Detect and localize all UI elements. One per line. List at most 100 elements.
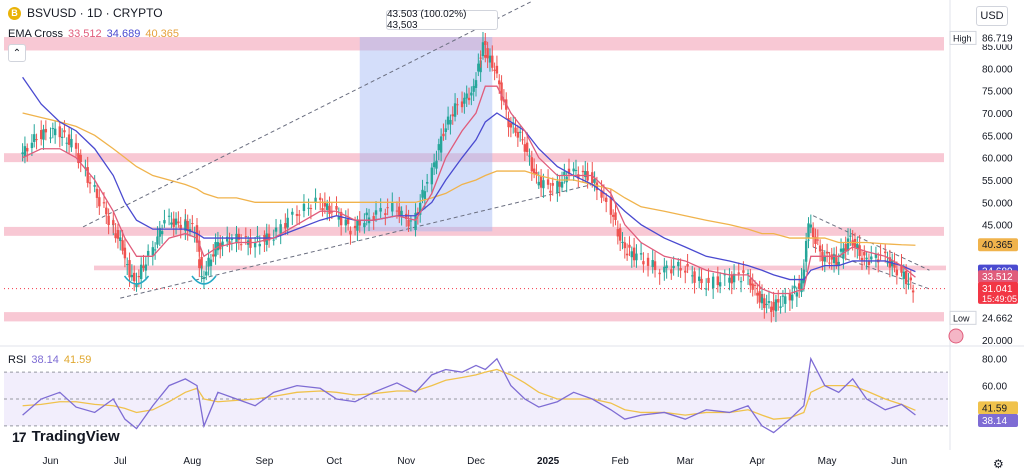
- candle-body: [365, 212, 368, 216]
- candle-body: [630, 251, 633, 258]
- price-label-value: 33.512: [982, 272, 1013, 283]
- candle-body: [421, 189, 424, 198]
- candle-body: [595, 182, 599, 191]
- tradingview-logo[interactable]: 17 TradingView: [12, 428, 120, 445]
- rsi-value: 38.14: [31, 354, 59, 366]
- candle-body: [658, 272, 661, 275]
- candle-body: [893, 263, 896, 268]
- candle-body: [537, 181, 540, 186]
- candle-body: [121, 240, 124, 251]
- candle-body: [414, 212, 417, 231]
- candle-body: [330, 211, 334, 213]
- candle-body: [758, 291, 761, 303]
- candle-body: [811, 227, 815, 238]
- candle-body: [337, 216, 341, 220]
- candle-body: [625, 253, 629, 256]
- gear-icon[interactable]: ⚙: [993, 457, 1004, 471]
- candle-body: [114, 233, 117, 239]
- candle-body: [253, 242, 257, 248]
- candle-body: [793, 285, 796, 289]
- candle-body: [816, 239, 819, 241]
- support-zone: [4, 226, 944, 236]
- candle-body: [718, 282, 722, 287]
- candle-body: [395, 210, 399, 212]
- measure-label: 43.503 (100.02%) 43,503: [386, 9, 498, 31]
- candle-body: [514, 127, 517, 133]
- candle-body: [160, 231, 164, 235]
- candle-body: [800, 278, 803, 293]
- chevron-up-icon: ⌃: [12, 47, 22, 59]
- price-axis-label: 86.719 High: [949, 30, 1018, 45]
- candle-body: [672, 265, 675, 269]
- candle-body: [530, 157, 534, 172]
- ema-legend[interactable]: EMA Cross 33.512 34.689 40.365: [8, 28, 179, 40]
- candle-body: [228, 241, 231, 245]
- candle-body: [279, 224, 282, 234]
- ema-short-value: 33.512: [68, 28, 102, 40]
- candle-body: [319, 197, 322, 200]
- candle-body: [465, 93, 468, 99]
- candle-body: [298, 214, 301, 216]
- candle-body: [751, 283, 754, 290]
- candle-body: [216, 242, 220, 251]
- symbol-header[interactable]: B BSVUSD · 1D · CRYPTO: [8, 6, 163, 20]
- candle-body: [911, 290, 915, 293]
- price-tick-label: 20.000: [982, 336, 1013, 347]
- candle-body: [867, 261, 871, 265]
- candle-body: [849, 235, 852, 237]
- candle-body: [398, 206, 401, 217]
- support-zone: [94, 265, 946, 271]
- candle-body: [730, 275, 733, 284]
- candle-body: [632, 247, 636, 261]
- candle-body: [886, 262, 889, 264]
- candle-body: [581, 170, 585, 173]
- currency-button[interactable]: USD: [976, 6, 1008, 26]
- candle-body: [788, 293, 792, 301]
- candle-body: [339, 211, 343, 226]
- candle-body: [349, 230, 352, 235]
- candle-body: [746, 273, 750, 275]
- candle-body: [844, 243, 847, 251]
- candle-body: [274, 227, 278, 232]
- candle-body: [523, 144, 527, 152]
- candle-body: [907, 283, 910, 285]
- price-tick-label: 45.000: [982, 221, 1013, 232]
- candle-body: [900, 264, 903, 273]
- candle-body: [865, 257, 868, 260]
- collapse-legend-button[interactable]: ⌃: [8, 44, 26, 62]
- candle-body: [446, 116, 450, 125]
- candle-body: [112, 220, 115, 225]
- price-tick-label: 65.000: [982, 131, 1013, 142]
- rsi-legend[interactable]: RSI 38.14 41.59: [8, 354, 91, 366]
- candle-body: [405, 213, 408, 219]
- candle-body: [846, 238, 850, 251]
- candle-body: [346, 218, 350, 225]
- candle-body: [86, 167, 89, 183]
- candle-body: [481, 42, 485, 57]
- rsi-tick-label: 60.00: [982, 382, 1007, 393]
- candle-body: [528, 155, 531, 157]
- candle-body: [753, 284, 757, 286]
- candle-body: [177, 221, 180, 224]
- symbol-title[interactable]: BSVUSD · 1D · CRYPTO: [27, 6, 163, 20]
- candle-body: [770, 306, 773, 312]
- candle-body: [470, 92, 473, 96]
- candle-body: [488, 55, 492, 63]
- candle-body: [335, 206, 338, 210]
- time-tick-label: Nov: [397, 456, 415, 467]
- candle-body: [207, 257, 210, 267]
- candle-body: [325, 203, 329, 210]
- candle-body: [174, 218, 178, 225]
- candle-body: [693, 271, 696, 283]
- price-label-tag-box: [949, 30, 977, 45]
- candle-body: [563, 171, 566, 176]
- candle-body: [239, 244, 243, 246]
- candle-body: [391, 202, 394, 212]
- candle-body: [723, 273, 726, 276]
- candle-body: [407, 219, 410, 227]
- candle-body: [374, 210, 378, 215]
- candle-body: [79, 154, 82, 163]
- candle-body: [495, 65, 499, 74]
- candle-body: [456, 104, 459, 106]
